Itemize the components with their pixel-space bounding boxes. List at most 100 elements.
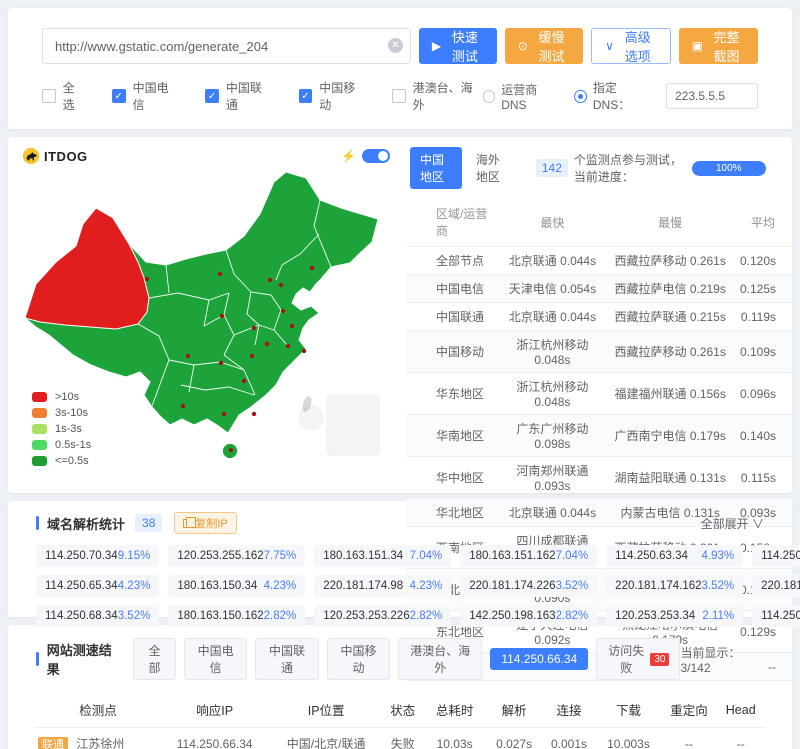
region-table-row[interactable]: 华中地区 河南郑州联通 0.093s 湖南益阳联通 0.131s 0.115s (406, 456, 792, 499)
map-marker[interactable] (217, 271, 223, 277)
map-marker[interactable] (218, 360, 224, 366)
region-table-row[interactable]: 中国移动 浙江杭州移动 0.048s 西藏拉萨移动 0.261s 0.109s (406, 330, 792, 373)
result-filter[interactable]: 访问失败 30 (596, 638, 681, 680)
china-map[interactable] (20, 163, 392, 481)
url-row: ✕ ▶ 快速测试 ⊙ 缓慢测试 ∨ 高级选项 ▣ 完整截图 (42, 28, 758, 64)
button-icon: ∨ (605, 39, 614, 53)
ip-chip[interactable]: 120.253.253.226 2.82% (314, 605, 452, 627)
region-table-row[interactable]: 中国电信 天津电信 0.054s 西藏拉萨电信 0.219s 0.125s (406, 274, 792, 303)
legend-swatch (32, 440, 47, 450)
ip-address: 114.250.70.34 (45, 550, 118, 562)
ip-chip[interactable]: 220.181.174.162 3.52% (606, 575, 744, 597)
test-button[interactable]: ▣ 完整截图 (678, 28, 758, 64)
checkbox-icon (111, 89, 126, 103)
ip-chip[interactable]: 120.253.255.162 7.75% (168, 545, 306, 567)
map-marker[interactable] (289, 323, 295, 329)
ip-chip[interactable]: 120.253.253.34 2.11% (606, 605, 744, 627)
operator-checkbox[interactable]: 中国电信 (111, 79, 179, 113)
url-input[interactable] (42, 28, 411, 64)
operator-checkbox[interactable]: 中国联通 (205, 79, 272, 113)
map-marker[interactable] (264, 341, 270, 347)
map-marker[interactable] (228, 447, 234, 453)
map-marker[interactable] (285, 343, 291, 349)
map-marker[interactable] (309, 265, 315, 271)
map-marker[interactable] (185, 353, 191, 359)
dns-radio[interactable]: 运营商DNS (482, 81, 561, 112)
map-marker[interactable] (180, 403, 186, 409)
region-name: 全部节点 (406, 246, 499, 275)
ip-address: 114.250.63.34 (615, 550, 688, 562)
map-marker[interactable] (267, 277, 273, 283)
ip-chip[interactable]: 114.250.63.34 4.93% (606, 545, 744, 567)
ip-chip[interactable]: 180.163.151.34 7.04% (314, 545, 452, 567)
region-fastest: 北京联通 0.044s (498, 246, 607, 275)
checkbox-icon (298, 89, 313, 103)
expand-all-button[interactable]: 全部展开 ∨ (701, 515, 764, 532)
result-filter[interactable]: 114.250.66.34 (490, 648, 589, 670)
map-marker[interactable] (301, 348, 307, 354)
ip-chip[interactable]: 114.250.66.34 2.11% (752, 605, 800, 627)
map-toggle-switch[interactable] (362, 149, 390, 163)
result-filter[interactable]: 中国移动 (326, 638, 391, 680)
copy-ip-button[interactable]: 复制IP (174, 512, 237, 534)
map-marker[interactable] (251, 325, 257, 331)
ip-chip[interactable]: 114.250.69.34 4.93% (752, 545, 800, 567)
region-table-row[interactable]: 华南地区 广东广州移动 0.098s 广西南宁电信 0.179s 0.140s (406, 414, 792, 457)
dns-count-badge: 38 (135, 514, 163, 532)
region-fastest: 浙江杭州移动 0.048s (498, 372, 607, 415)
ip-chip[interactable]: 220.181.174.34 3.52% (752, 575, 800, 597)
ip-address: 114.250.69.34 (761, 550, 800, 562)
ip-chip[interactable]: 114.250.70.34 9.15% (36, 545, 160, 567)
result-filter[interactable]: 中国联通 (255, 638, 319, 680)
results-col-header: 下载 (596, 692, 661, 728)
ip-chip[interactable]: 180.163.151.162 7.04% (460, 545, 598, 567)
region-name: 中国移动 (406, 330, 499, 373)
button-label: 快速测试 (451, 30, 478, 64)
map-marker[interactable] (249, 353, 255, 359)
map-markers (144, 265, 315, 453)
map-marker[interactable] (144, 276, 150, 282)
button-icon: ▶ (431, 39, 442, 53)
ip-chip[interactable]: 220.181.174.226 3.52% (460, 575, 598, 597)
map-marker[interactable] (278, 282, 284, 288)
test-button[interactable]: ▶ 快速测试 (418, 28, 497, 64)
ip-chip[interactable]: 142.250.198.163 2.82% (460, 605, 598, 627)
operator-checkbox[interactable]: 全选 (42, 79, 86, 113)
results-table: 检测点 响应IP IP位置 状态 总耗时 解析 连接 下载 重定向 (36, 692, 764, 749)
ip-chip[interactable]: 220.181.174.98 4.23% (314, 575, 452, 597)
region-slowest: 西藏拉萨移动 0.261s (606, 330, 735, 373)
region-table-row[interactable]: 中国联通 北京联通 0.044s 西藏拉萨联通 0.215s 0.119s (406, 302, 792, 331)
results-table-row[interactable]: 联通 江苏徐州 114.250.66.34 中国/北京/联通 失败 10.03s… (36, 727, 764, 749)
map-marker[interactable] (280, 308, 286, 314)
map-marker[interactable] (219, 313, 225, 319)
ip-address: 180.163.151.162 (469, 550, 556, 562)
ip-chip[interactable]: 180.163.150.162 2.82% (168, 605, 306, 627)
dns-radio[interactable]: 指定DNS： (574, 79, 652, 113)
region-head: 中国地区 海外地区 142 个监测点参与测试，当前进度： 100% (406, 147, 792, 189)
operator-checkbox[interactable]: 港澳台、海外 (391, 79, 483, 113)
map-marker[interactable] (251, 411, 257, 417)
ip-chip[interactable]: 114.250.65.34 4.23% (36, 575, 160, 597)
dns-input[interactable] (665, 83, 758, 109)
dns-radios: 运营商DNS 指定DNS： (482, 79, 758, 113)
ip-chip[interactable]: 114.250.68.34 3.52% (36, 605, 160, 627)
region-table-row[interactable]: 华东地区 浙江杭州移动 0.048s 福建福州联通 0.156s 0.096s (406, 372, 792, 415)
clear-icon[interactable]: ✕ (387, 38, 403, 53)
region-tab[interactable]: 海外地区 (475, 153, 500, 184)
map-marker[interactable] (221, 411, 227, 417)
region-table-row[interactable]: 华北地区 北京联通 0.044s 内蒙古电信 0.131s 0.093s (406, 498, 792, 527)
region-table-row[interactable]: 全部节点 北京联通 0.044s 西藏拉萨移动 0.261s 0.120s (406, 246, 792, 275)
ip-chip[interactable]: 180.163.150.34 4.23% (168, 575, 306, 597)
region-tab[interactable]: 中国地区 (410, 147, 462, 189)
test-button[interactable]: ∨ 高级选项 (591, 28, 671, 64)
button-label: 完整截图 (713, 30, 740, 64)
result-filter[interactable]: 港澳台、海外 (398, 638, 483, 680)
ip-address: 114.250.68.34 (45, 610, 118, 622)
region-name: 中国电信 (406, 274, 499, 303)
operator-checkbox[interactable]: 中国移动 (298, 79, 366, 113)
test-button[interactable]: ⊙ 缓慢测试 (504, 28, 584, 64)
button-icon: ▣ (691, 39, 703, 53)
map-marker[interactable] (241, 378, 247, 384)
result-filter[interactable]: 中国电信 (183, 638, 248, 680)
result-filter[interactable]: 全部 (133, 638, 176, 680)
